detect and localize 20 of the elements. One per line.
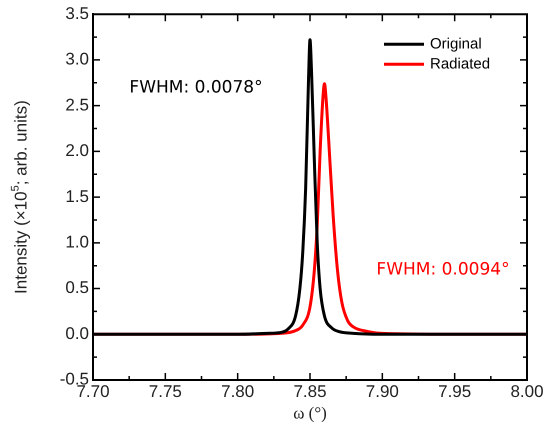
y-tick-label: 0.5	[65, 278, 89, 298]
x-tick-label: 7.80	[221, 382, 254, 401]
x-tick-label: 7.95	[438, 382, 472, 401]
y-tick-label: 3.5	[65, 4, 89, 23]
y-axis-title: Intensity (×105; arb. units)	[9, 100, 31, 294]
x-tick-label: 7.75	[148, 382, 182, 401]
y-tick-label: 3.0	[65, 50, 89, 69]
x-axis-title: ω (°)	[293, 403, 327, 422]
x-tick-label: 7.85	[293, 382, 327, 401]
y-tick-label: 1.0	[65, 232, 89, 252]
legend-label: Original	[430, 35, 482, 52]
y-tick-label: 2.0	[65, 141, 89, 160]
x-tick-label: 7.90	[366, 382, 399, 401]
annotation: FWHM: 0.0094°	[376, 259, 510, 280]
y-tick-label: 2.5	[65, 95, 89, 114]
x-tick-label: 8.00	[510, 382, 544, 401]
annotation: FWHM: 0.0078°	[129, 77, 263, 98]
y-tick-label: 0.0	[65, 324, 89, 343]
y-tick-label: 1.5	[65, 186, 89, 206]
legend-label: Radiated	[430, 55, 490, 72]
